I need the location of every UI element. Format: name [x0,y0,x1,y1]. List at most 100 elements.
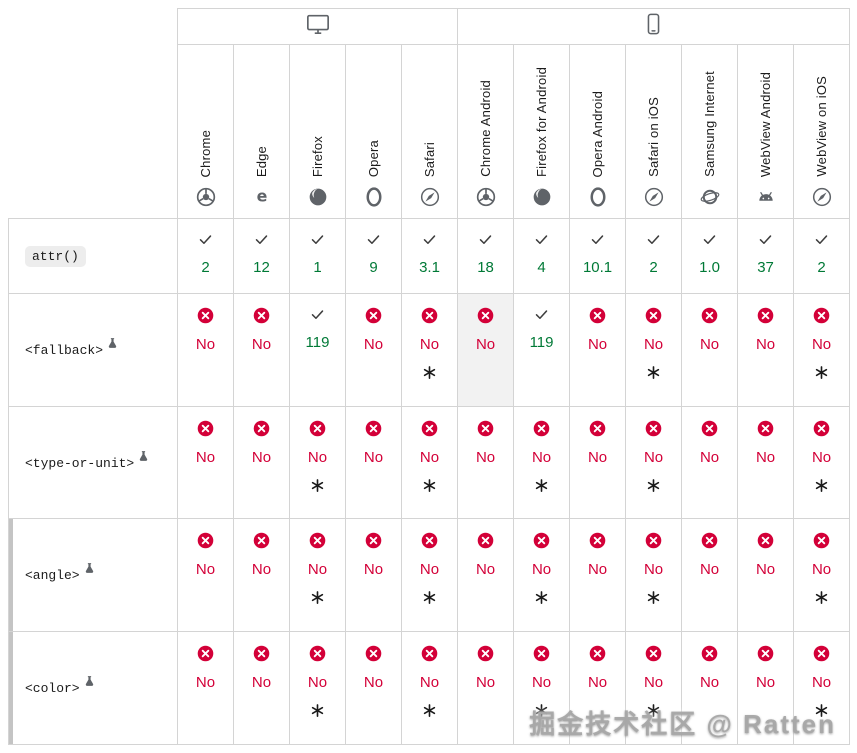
support-cell-firefox-for-android[interactable]: No [513,631,571,745]
experimental-flask-icon [106,337,119,350]
support-cell-firefox[interactable]: No [289,518,346,632]
support-cell-webview-on-ios[interactable]: No [793,293,851,407]
support-cell-chrome-android[interactable]: No [457,293,515,407]
support-cell-chrome[interactable]: No [177,293,234,407]
support-cell-samsung-internet[interactable]: No [681,406,739,519]
support-cell-chrome-android[interactable]: No [457,406,515,519]
support-value: 2 [649,259,658,276]
support-cell-firefox[interactable]: 1 [289,218,346,294]
support-cell-edge[interactable]: No [233,406,290,519]
support-value: No [419,561,440,578]
support-cell-chrome[interactable]: No [177,631,234,745]
support-cell-webview-on-ios[interactable]: No [793,406,851,519]
support-cell-opera-android[interactable]: No [569,406,627,519]
support-cell-firefox[interactable]: 119 [289,293,346,407]
support-cell-opera[interactable]: No [345,293,402,407]
support-cell-opera[interactable]: No [345,631,402,745]
browser-header-opera-android: Opera Android [569,44,627,219]
support-cell-webview-android[interactable]: No [737,518,795,632]
support-cell-safari[interactable]: No [400,631,459,745]
cross-icon [253,532,270,549]
support-cell-opera-android[interactable]: No [569,518,627,632]
support-cell-samsung-internet[interactable]: No [681,293,739,407]
support-cell-content: 119 [290,294,345,351]
support-cell-firefox[interactable]: No [289,406,346,519]
browser-header-firefox-for-android: Firefox for Android [513,44,571,219]
support-cell-safari-on-ios[interactable]: No [625,293,683,407]
support-cell-safari-on-ios[interactable]: 2 [625,218,683,294]
support-cell-opera-android[interactable]: 10.1 [569,218,627,294]
support-cell-edge[interactable]: No [233,631,290,745]
support-cell-content: No [234,519,289,578]
footnote-asterisk-icon [534,478,549,493]
support-cell-safari-on-ios[interactable]: No [625,406,683,519]
safari-icon [420,187,440,207]
support-cell-content: No [682,407,737,466]
support-value: 1 [313,259,322,276]
cross-icon [813,420,830,437]
feature-name: <fallback> [25,343,104,358]
support-cell-edge[interactable]: No [233,518,290,632]
support-value: No [699,561,720,578]
support-cell-opera-android[interactable]: No [569,293,627,407]
support-cell-firefox-for-android[interactable]: No [513,406,571,519]
support-cell-webview-android[interactable]: No [737,293,795,407]
support-cell-samsung-internet[interactable]: 1.0 [681,218,739,294]
support-cell-opera-android[interactable]: No [569,631,627,745]
support-value: No [643,336,664,353]
desktop-icon [305,12,331,36]
support-cell-edge[interactable]: 12 [233,218,290,294]
support-cell-edge[interactable]: No [233,293,290,407]
support-cell-chrome-android[interactable]: No [457,631,515,745]
support-cell-chrome[interactable]: 2 [177,218,234,294]
support-cell-webview-android[interactable]: 37 [737,218,795,294]
support-cell-chrome-android[interactable]: No [457,518,515,632]
support-cell-opera[interactable]: No [345,518,402,632]
cross-icon [309,420,326,437]
support-value: No [531,449,552,466]
support-cell-webview-android[interactable]: No [737,406,795,519]
support-cell-firefox-for-android[interactable]: 119 [513,293,571,407]
support-cell-chrome-android[interactable]: 18 [457,218,515,294]
browser-label: WebView on iOS [814,76,830,177]
support-cell-samsung-internet[interactable]: No [681,518,739,632]
support-cell-safari[interactable]: No [400,518,459,632]
support-cell-content: No [794,632,849,718]
support-cell-webview-on-ios[interactable]: 2 [793,218,851,294]
support-cell-firefox-for-android[interactable]: No [513,518,571,632]
support-value: No [419,449,440,466]
support-cell-firefox-for-android[interactable]: 4 [513,218,571,294]
support-cell-safari[interactable]: No [400,293,459,407]
feature-name: attr() [25,246,86,267]
support-cell-webview-android[interactable]: No [737,631,795,745]
support-cell-content: 119 [514,294,569,351]
support-cell-safari[interactable]: No [400,406,459,519]
check-icon [478,232,493,247]
check-icon [422,232,437,247]
cross-icon [365,532,382,549]
cross-icon [309,645,326,662]
support-cell-samsung-internet[interactable]: No [681,631,739,745]
support-cell-safari-on-ios[interactable]: No [625,631,683,745]
support-cell-chrome[interactable]: No [177,406,234,519]
support-cell-safari[interactable]: 3.1 [400,218,459,294]
cross-icon [757,307,774,324]
support-value: No [811,674,832,691]
feature-row-3: <type-or-unit> No No No No No No No No No No No No [8,406,851,519]
browser-label: Opera [366,139,381,177]
cross-icon [253,307,270,324]
edge-icon: e [252,187,272,207]
support-cell-safari-on-ios[interactable]: No [625,518,683,632]
support-cell-content: 1.0 [682,219,737,276]
cross-icon [701,420,718,437]
support-cell-opera[interactable]: 9 [345,218,402,294]
support-cell-chrome[interactable]: No [177,518,234,632]
svg-text:e: e [256,187,267,206]
support-cell-webview-on-ios[interactable]: No [793,631,851,745]
support-cell-opera[interactable]: No [345,406,402,519]
cross-icon [197,420,214,437]
cross-icon [365,645,382,662]
support-cell-firefox[interactable]: No [289,631,346,745]
check-icon [366,232,381,247]
support-cell-webview-on-ios[interactable]: No [793,518,851,632]
